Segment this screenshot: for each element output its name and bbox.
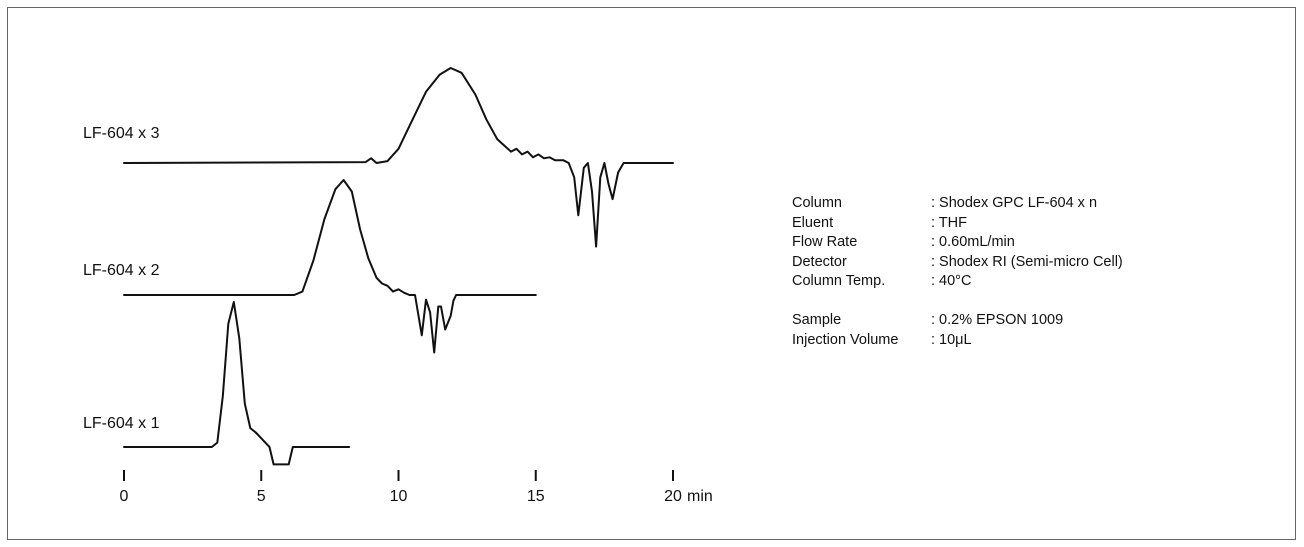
- condition-label: Column Temp.: [792, 273, 886, 289]
- trace-line-1: [123, 67, 674, 248]
- sample-label: Injection Volume: [792, 331, 899, 348]
- condition-row: Eluent : THF: [792, 214, 1123, 234]
- sample-label: Sample: [792, 312, 842, 328]
- x-tick-label: 15: [527, 488, 545, 505]
- sample-row: Injection Volume : 10μL: [792, 331, 1123, 351]
- conditions-panel: Column : Shodex GPC LF-604 x n Eluent : …: [792, 194, 1123, 350]
- condition-row: Column Temp. : 40°C: [792, 272, 1123, 292]
- condition-value: : Shodex RI (Semi-micro Cell): [931, 253, 1123, 270]
- condition-label: Eluent: [792, 214, 834, 231]
- condition-row: Detector : Shodex RI (Semi-micro Cell): [792, 253, 1123, 273]
- x-tick-label: 10: [390, 488, 408, 505]
- x-tick-label: 20: [664, 488, 682, 505]
- x-tick-label: 0: [120, 488, 129, 505]
- condition-label: Detector: [792, 253, 847, 270]
- trace-label: LF-604 x 2: [83, 262, 160, 279]
- condition-value: : 40°C: [931, 273, 972, 289]
- condition-value: : THF: [931, 214, 967, 231]
- trace-line-2: [123, 179, 537, 354]
- trace-label: LF-604 x 3: [83, 125, 160, 142]
- condition-label: Column: [792, 195, 842, 211]
- figure-frame: [7, 7, 1296, 540]
- condition-value: : Shodex GPC LF-604 x n: [931, 195, 1098, 211]
- trace-line-3: [123, 301, 351, 466]
- condition-row: Column : Shodex GPC LF-604 x n: [792, 194, 1123, 214]
- condition-row: Flow Rate : 0.60mL/min: [792, 233, 1123, 253]
- sample-row: Sample : 0.2% EPSON 1009: [792, 311, 1123, 331]
- spacer: [792, 292, 1123, 312]
- x-axis-unit-label: min: [687, 488, 713, 505]
- condition-label: Flow Rate: [792, 234, 858, 250]
- condition-value: : 0.60mL/min: [931, 234, 1015, 250]
- sample-value: : 10μL: [931, 331, 972, 348]
- x-tick-label: 5: [257, 488, 266, 505]
- trace-label: LF-604 x 1: [83, 415, 160, 432]
- sample-value: : 0.2% EPSON 1009: [931, 312, 1064, 328]
